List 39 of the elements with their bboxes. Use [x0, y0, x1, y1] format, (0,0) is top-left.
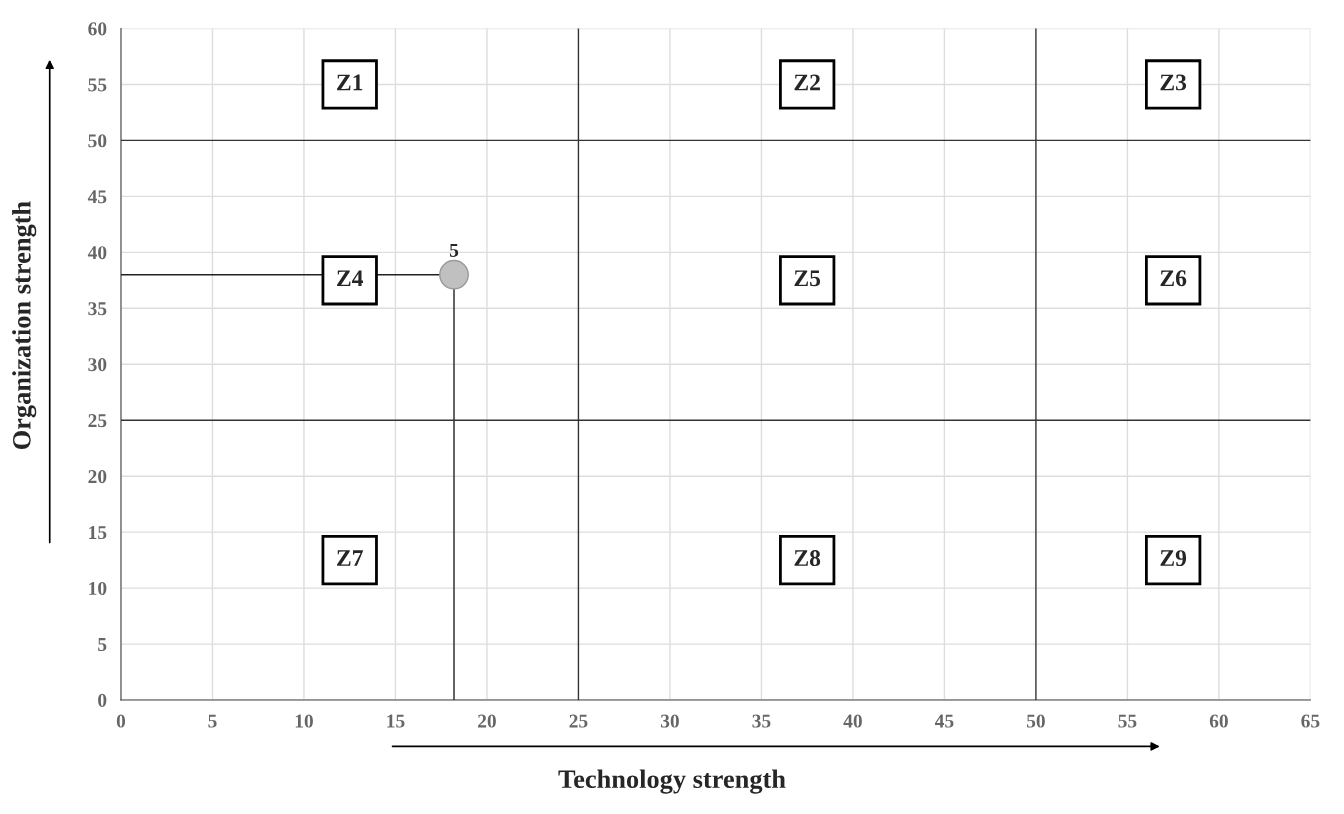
annotation: Z4 — [337, 270, 364, 286]
annotation: Z9 — [1160, 550, 1187, 567]
annotation: Z1 — [337, 74, 363, 91]
y-tick-label: 30 — [88, 358, 107, 372]
y-tick-label: 35 — [88, 302, 107, 316]
x-tick-label: 60 — [1209, 714, 1228, 728]
y-tick-label: 5 — [98, 638, 107, 652]
y-tick-label: 10 — [89, 581, 107, 596]
y-tick-label: 60 — [88, 22, 107, 36]
y-tick-label: 40 — [87, 246, 107, 260]
x-tick-label: 0 — [116, 714, 126, 728]
x-tick-label: 20 — [478, 714, 496, 728]
x-tick-label: 45 — [934, 714, 954, 728]
y-tick-label: 25 — [88, 414, 107, 428]
y-tick-label: 55 — [88, 78, 107, 92]
y-tick-label: 0 — [98, 693, 107, 707]
y-tick-label: 20 — [88, 470, 107, 484]
x-tick-label: 55 — [1118, 714, 1137, 728]
x-axis-title: Technology strength — [558, 769, 786, 794]
y-tick-label: 50 — [88, 134, 107, 148]
annotation: Z5 — [794, 270, 821, 287]
annotation: Z2 — [794, 74, 820, 91]
y-tick-label: 45 — [87, 190, 107, 204]
annotation: Z6 — [1160, 270, 1187, 287]
y-axis-title: Organization strength — [12, 201, 37, 450]
x-tick-label: 25 — [569, 714, 588, 728]
y-tick-label: 15 — [89, 526, 107, 540]
x-tick-label: 15 — [387, 714, 405, 728]
annotation: Z3 — [1160, 74, 1187, 91]
annotation: Z8 — [794, 550, 821, 567]
annotation: Z7 — [337, 550, 363, 566]
x-tick-label: 30 — [660, 714, 679, 728]
x-tick-label: 50 — [1026, 714, 1045, 728]
x-tick-label: 65 — [1301, 714, 1320, 728]
x-tick-label: 40 — [843, 714, 862, 728]
x-tick-label: 5 — [208, 714, 217, 728]
x-tick-label: 35 — [752, 714, 771, 728]
annotation: 5 — [449, 243, 459, 257]
x-tick-label: 10 — [295, 714, 313, 728]
